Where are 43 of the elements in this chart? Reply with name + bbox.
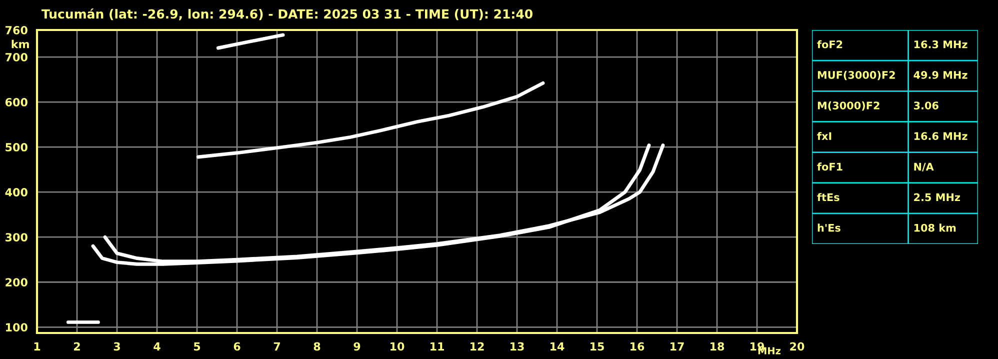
- text: 16.3 MHz: [914, 40, 968, 48]
- y-tick-label: 400: [5, 188, 28, 196]
- x-tick-label: 3: [114, 342, 120, 351]
- text: h'Es: [818, 224, 840, 232]
- text: M(3000)F2: [818, 101, 880, 111]
- x-tick-label: 9: [354, 342, 360, 351]
- x-tick-label: 11: [430, 342, 444, 350]
- chart-title: Tucumán (lat: -26.9, lon: 294.6) - DATE: 2025 03 31 - TIME (UT): 21:40: [42, 8, 532, 20]
- text: 108 km: [914, 224, 956, 232]
- y-tick-label: 300: [6, 233, 28, 242]
- text: ftEs: [817, 193, 840, 202]
- y-tick-label: 200: [6, 278, 28, 287]
- x-tick-label: 10: [390, 342, 404, 351]
- text: 3.06: [914, 102, 938, 110]
- y-tick-label: 100: [6, 323, 28, 332]
- text: 49.9 MHz: [914, 71, 968, 79]
- text: MUF(3000)F2: [818, 70, 895, 80]
- x-tick-label: 8: [314, 342, 320, 351]
- text: 16.6 MHz: [914, 132, 968, 140]
- x-tick-label: 13: [510, 342, 524, 351]
- x-tick-label: 7: [274, 342, 280, 350]
- text: foF2: [817, 40, 842, 48]
- y-tick-label: 500: [6, 143, 28, 152]
- x-tick-label: 2: [74, 342, 80, 350]
- y-tick-label: 700: [6, 52, 28, 62]
- x-tick-label: 15: [590, 342, 604, 351]
- y-axis-title: km: [12, 40, 29, 48]
- x-tick-label: 14: [550, 342, 564, 350]
- x-tick-label: 5: [194, 342, 200, 351]
- x-tick-label: 6: [234, 342, 240, 351]
- x-tick-label: 18: [710, 342, 724, 351]
- x-tick-label: 12: [470, 342, 484, 350]
- text: fxI: [817, 132, 832, 140]
- y-tick-label: 760: [6, 26, 28, 34]
- text: foF1: [817, 162, 842, 171]
- x-tick-label: 1: [34, 342, 40, 350]
- x-tick-label: 20: [790, 342, 804, 351]
- x-tick-label: 16: [630, 342, 644, 351]
- text: N/A: [914, 162, 934, 172]
- x-tick-label: 17: [670, 342, 684, 350]
- y-tick-label: 600: [5, 98, 28, 106]
- x-tick-label: 4: [154, 342, 160, 350]
- text: 2.5 MHz: [914, 193, 960, 202]
